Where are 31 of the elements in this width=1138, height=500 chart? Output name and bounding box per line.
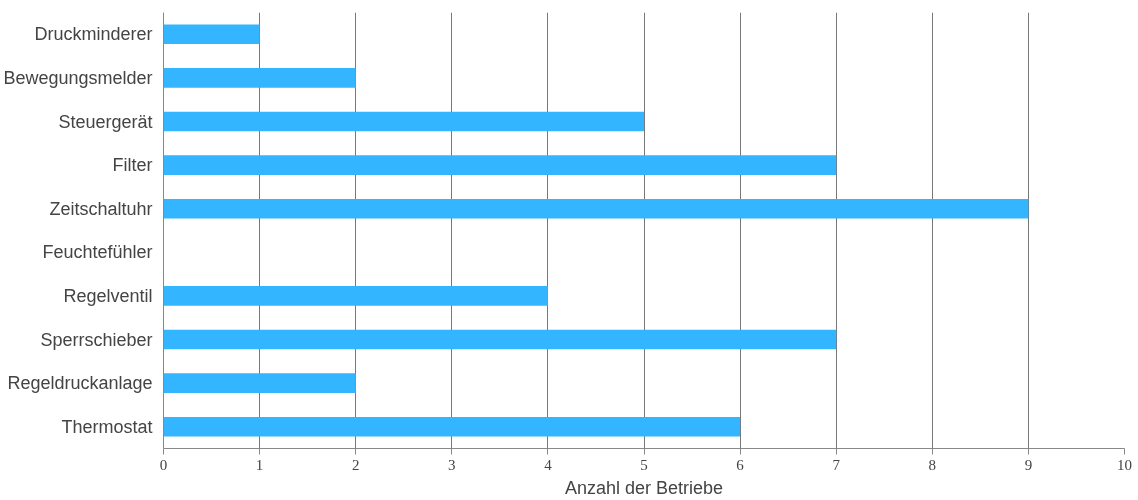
x-tick-label: 2 [351,456,360,473]
y-tick-label: Steuergerät [58,111,153,132]
bar [163,373,356,393]
x-tick-label: 8 [928,456,937,473]
x-tick-label: 10 [1117,456,1132,473]
x-tick-label: 0 [159,456,168,473]
bar [163,155,837,175]
x-tick-label: 4 [544,456,553,473]
y-tick-label: Druckminderer [34,24,153,45]
y-tick-label: Regelventil [63,285,153,306]
bar [163,68,356,88]
y-tick-label: Zeitschaltuhr [49,198,153,219]
bar [163,416,741,437]
y-tick-label: Regeldruckanlage [7,373,153,394]
x-tick-label: 9 [1024,456,1033,473]
x-tick-label: 6 [736,456,745,473]
bar [163,198,1029,219]
x-tick-label: 1 [255,456,264,473]
x-tick-label: 7 [832,456,841,473]
bar [163,329,837,350]
y-tick-label: Bewegungsmelder [3,67,153,88]
y-tick-label: Sperrschieber [40,329,153,350]
x-axis-title: Anzahl der Betriebe [564,477,724,498]
x-tick-label: 3 [448,456,456,473]
y-tick-label: Filter [112,155,153,176]
x-tick-label: 5 [640,456,648,473]
bar [163,111,644,132]
bar [163,24,260,45]
y-tick-label: Feuchtefühler [42,242,153,263]
y-tick-label: Thermostat [61,416,153,437]
bar [163,286,548,306]
